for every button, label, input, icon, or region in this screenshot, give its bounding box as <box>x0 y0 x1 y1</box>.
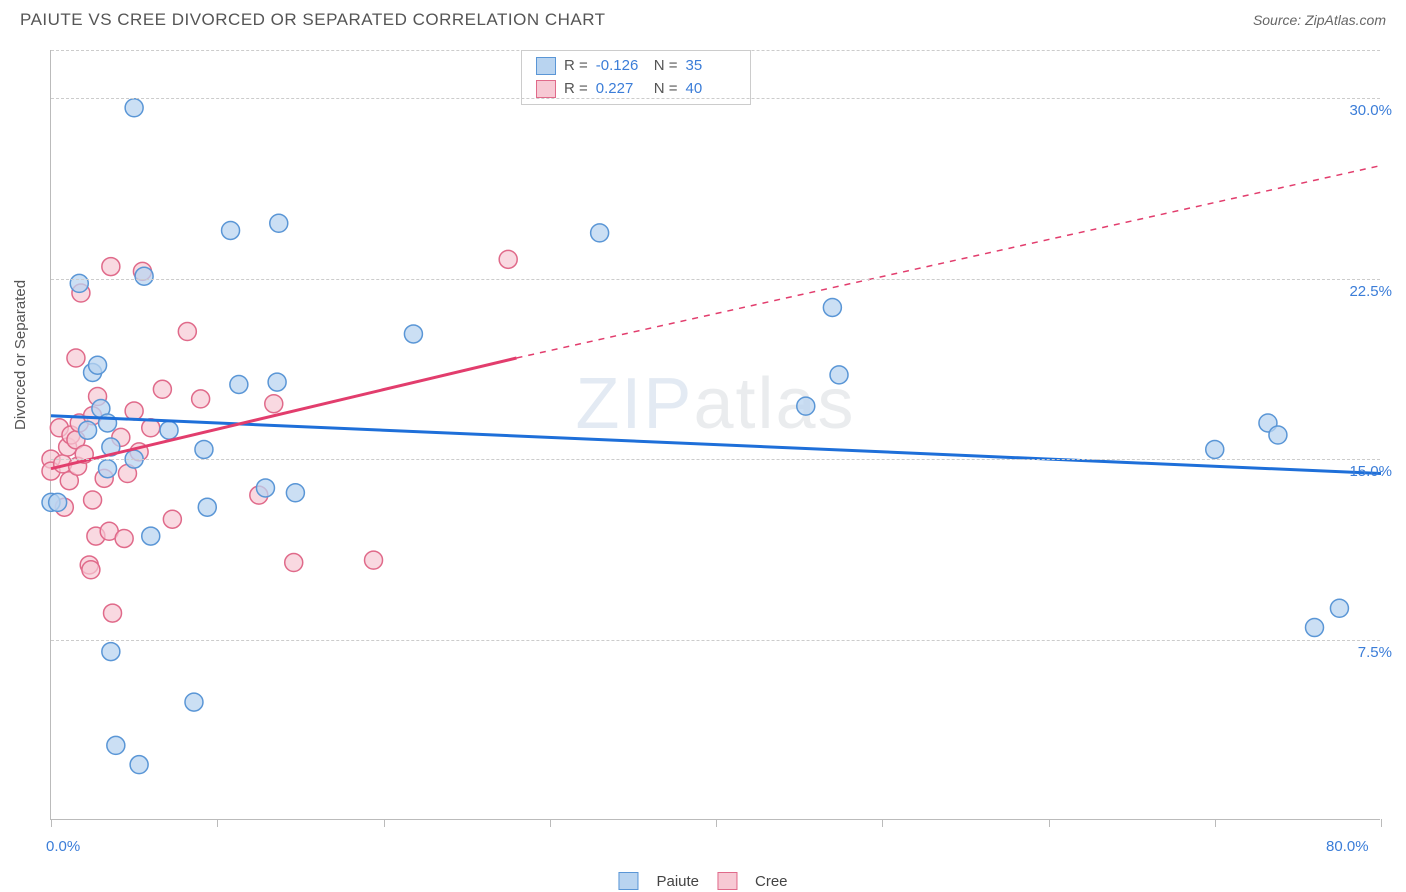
stats-row-cree: R = 0.227 N = 40 <box>536 78 736 101</box>
cree-legend-label: Cree <box>755 873 788 890</box>
paiute-legend-swatch-icon <box>618 872 638 890</box>
paiute-point <box>823 298 841 316</box>
paiute-point <box>830 366 848 384</box>
cree-point <box>153 380 171 398</box>
paiute-point <box>89 356 107 374</box>
y-tick-label: 30.0% <box>1349 102 1392 119</box>
paiute-point <box>797 397 815 415</box>
x-tick <box>51 819 52 827</box>
chart-source: Source: ZipAtlas.com <box>1253 12 1386 28</box>
cree-r-value: 0.227 <box>596 78 646 101</box>
paiute-point <box>256 479 274 497</box>
paiute-point <box>160 421 178 439</box>
x-tick <box>384 819 385 827</box>
y-tick-label: 15.0% <box>1349 463 1392 480</box>
x-tick <box>1381 819 1382 827</box>
paiute-point <box>270 214 288 232</box>
gridline <box>51 98 1380 99</box>
cree-point <box>115 529 133 547</box>
paiute-point <box>1306 619 1324 637</box>
paiute-point <box>102 643 120 661</box>
chart-plot-area: ZIPatlas R = -0.126 N = 35 R = 0.227 N =… <box>50 50 1380 820</box>
cree-point <box>82 561 100 579</box>
series-legend: Paiute Cree <box>618 872 787 890</box>
paiute-n-value: 35 <box>686 55 736 78</box>
paiute-point <box>99 460 117 478</box>
cree-point <box>84 491 102 509</box>
cree-trendline-dash <box>517 166 1382 359</box>
paiute-point <box>195 440 213 458</box>
r-label: R = <box>564 78 588 101</box>
x-tick <box>716 819 717 827</box>
cree-n-value: 40 <box>686 78 736 101</box>
cree-point <box>102 258 120 276</box>
paiute-point <box>107 736 125 754</box>
paiute-point <box>125 99 143 117</box>
paiute-point <box>198 498 216 516</box>
paiute-point <box>70 274 88 292</box>
paiute-point <box>286 484 304 502</box>
x-axis-start: 0.0% <box>46 838 80 855</box>
scatter-svg <box>51 50 1380 819</box>
stats-row-paiute: R = -0.126 N = 35 <box>536 55 736 78</box>
cree-point <box>178 323 196 341</box>
cree-point <box>104 604 122 622</box>
paiute-point <box>185 693 203 711</box>
paiute-swatch-icon <box>536 57 556 75</box>
cree-point <box>163 510 181 528</box>
gridline <box>51 459 1380 460</box>
paiute-point <box>404 325 422 343</box>
paiute-point <box>142 527 160 545</box>
stats-legend-box: R = -0.126 N = 35 R = 0.227 N = 40 <box>521 50 751 105</box>
paiute-point <box>230 375 248 393</box>
paiute-point <box>130 756 148 774</box>
n-label: N = <box>654 78 678 101</box>
cree-legend-swatch-icon <box>717 872 737 890</box>
cree-point <box>192 390 210 408</box>
cree-trendline-solid <box>51 358 517 469</box>
paiute-r-value: -0.126 <box>596 55 646 78</box>
paiute-point <box>79 421 97 439</box>
x-tick <box>217 819 218 827</box>
gridline <box>51 640 1380 641</box>
cree-point <box>285 554 303 572</box>
cree-point <box>265 395 283 413</box>
y-tick-label: 22.5% <box>1349 283 1392 300</box>
gridline <box>51 279 1380 280</box>
gridline <box>51 50 1380 51</box>
x-tick <box>882 819 883 827</box>
paiute-point <box>135 267 153 285</box>
paiute-point <box>1206 440 1224 458</box>
paiute-point <box>49 493 67 511</box>
y-axis-label: Divorced or Separated <box>12 280 29 430</box>
cree-point <box>125 402 143 420</box>
paiute-trendline <box>51 416 1381 474</box>
x-tick <box>1215 819 1216 827</box>
paiute-point <box>591 224 609 242</box>
cree-point <box>499 250 517 268</box>
n-label: N = <box>654 55 678 78</box>
x-axis-end: 80.0% <box>1326 838 1369 855</box>
paiute-point <box>1269 426 1287 444</box>
x-tick <box>550 819 551 827</box>
paiute-point <box>1330 599 1348 617</box>
chart-title: PAIUTE VS CREE DIVORCED OR SEPARATED COR… <box>20 10 606 30</box>
x-tick <box>1049 819 1050 827</box>
paiute-point <box>268 373 286 391</box>
paiute-legend-label: Paiute <box>656 873 699 890</box>
cree-point <box>67 349 85 367</box>
r-label: R = <box>564 55 588 78</box>
cree-swatch-icon <box>536 80 556 98</box>
paiute-point <box>222 221 240 239</box>
cree-point <box>365 551 383 569</box>
y-tick-label: 7.5% <box>1358 644 1392 661</box>
